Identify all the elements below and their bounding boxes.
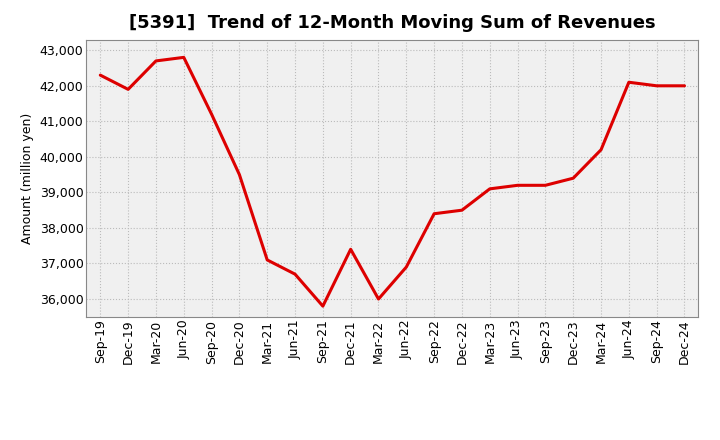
Y-axis label: Amount (million yen): Amount (million yen) [21,113,34,244]
Title: [5391]  Trend of 12-Month Moving Sum of Revenues: [5391] Trend of 12-Month Moving Sum of R… [129,15,656,33]
